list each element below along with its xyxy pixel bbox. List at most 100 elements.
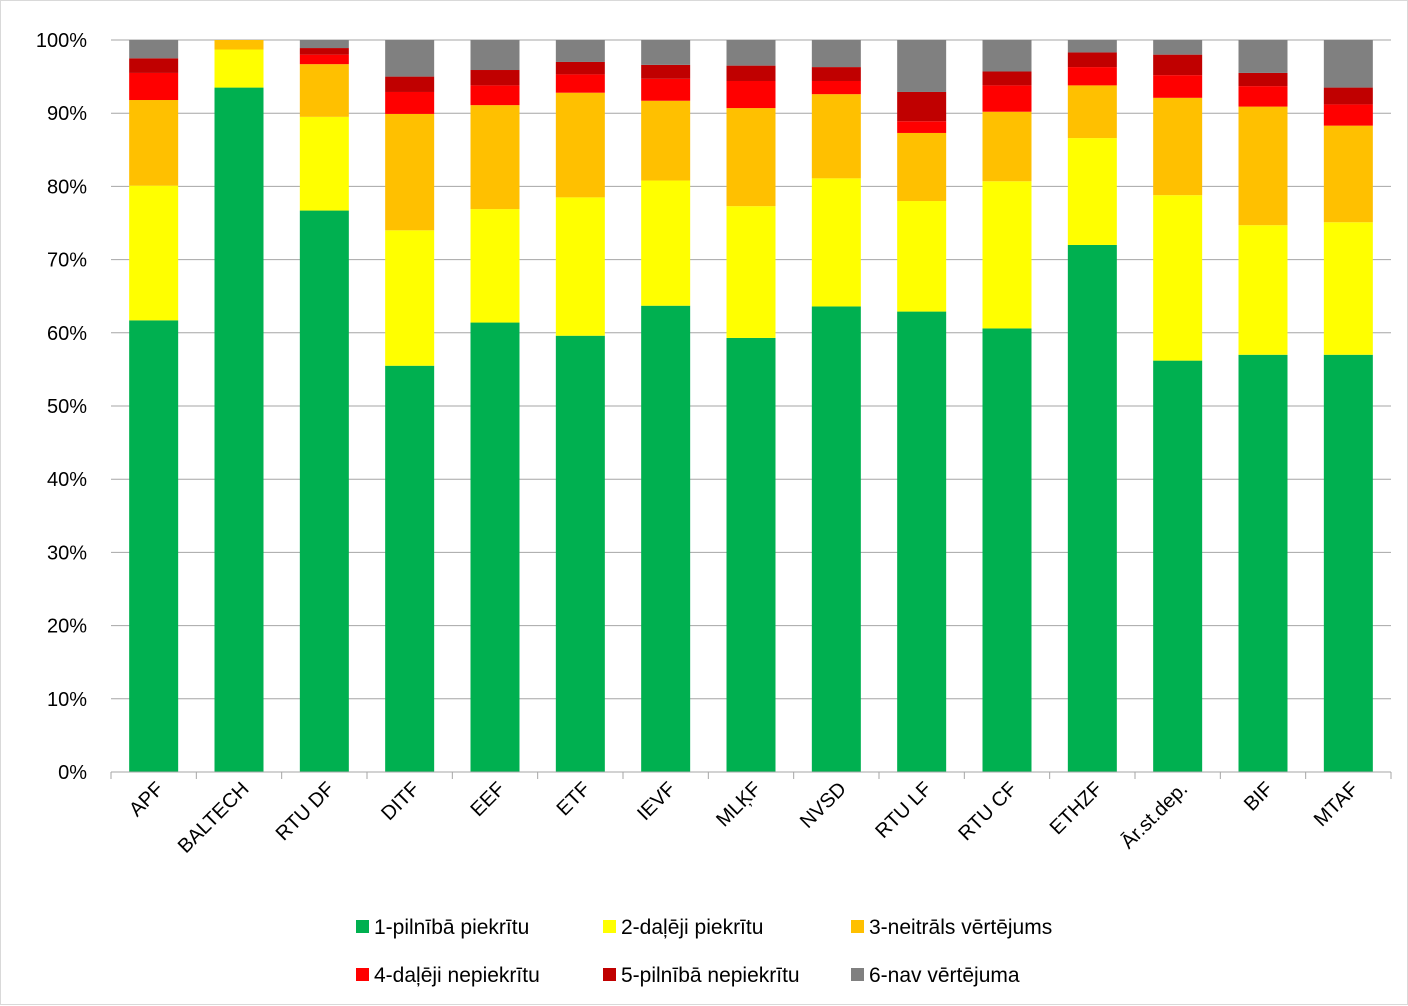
bar-segment <box>470 322 520 772</box>
legend-swatch <box>356 968 369 981</box>
bar-segment <box>1153 97 1203 196</box>
bar-segment <box>129 320 179 772</box>
bar-segment <box>982 71 1032 86</box>
y-tick-label: 70% <box>47 250 87 272</box>
x-tick-label: RTU CF <box>954 778 1021 845</box>
bar-segment <box>641 64 691 79</box>
bar-segment <box>641 100 691 181</box>
bar-segment <box>726 337 776 772</box>
bar-segment <box>299 64 349 117</box>
bar-segment <box>982 111 1032 182</box>
bar-segment <box>641 305 691 772</box>
bar-segment <box>1323 222 1373 355</box>
bar-segment <box>1067 244 1117 772</box>
bar-segment <box>982 181 1032 329</box>
x-tick-label: APF <box>125 778 168 821</box>
y-tick-label: 80% <box>47 176 87 198</box>
bar-segment <box>726 40 776 66</box>
bar-segment <box>129 185 179 321</box>
bar-segment <box>982 85 1032 112</box>
y-tick-label: 40% <box>47 469 87 491</box>
bar-segment <box>555 92 605 198</box>
bar-segment <box>555 74 605 93</box>
y-tick-label: 60% <box>47 323 87 345</box>
x-tick-label: MLĶF <box>712 778 765 831</box>
bar-segment <box>1238 72 1288 87</box>
bar-segment <box>897 121 947 133</box>
bar-segment <box>1238 86 1288 107</box>
bar-segment <box>1067 85 1117 139</box>
bar-segment <box>214 40 264 50</box>
bar-segment <box>470 70 520 86</box>
bar-segment <box>214 87 264 772</box>
bar-segment <box>470 85 520 106</box>
bar-segment <box>1153 360 1203 772</box>
bar-segment <box>470 40 520 71</box>
bar-segment <box>641 78 691 101</box>
y-tick-label: 100% <box>36 30 87 52</box>
bar-segment <box>129 72 179 101</box>
x-tick-label: MTAF <box>1310 778 1363 831</box>
bar-segment <box>555 40 605 62</box>
legend-label: 3-neitrāls vērtējums <box>869 916 1052 939</box>
bar-segment <box>897 132 947 202</box>
legend-swatch <box>851 968 864 981</box>
bar-segment <box>897 311 947 772</box>
bar-segment <box>811 67 861 81</box>
bar-segment <box>555 197 605 336</box>
bar-segment <box>1153 75 1203 98</box>
bar-segment <box>982 40 1032 72</box>
bar-segment <box>1323 354 1373 772</box>
legend-label: 6-nav vērtējuma <box>869 964 1020 987</box>
bar-segment <box>1067 67 1117 86</box>
legend-swatch <box>356 920 369 933</box>
bar-segment <box>129 100 179 186</box>
y-tick-label: 10% <box>47 689 87 711</box>
x-tick-label: ETF <box>553 778 595 820</box>
bar-segment <box>811 80 861 95</box>
x-tick-label: BIF <box>1240 778 1278 816</box>
bar-segment <box>1153 54 1203 76</box>
x-tick-label: EEF <box>466 778 509 821</box>
bar-segment <box>726 108 776 207</box>
bar-segment <box>641 180 691 306</box>
bar-segment <box>129 58 179 73</box>
legend-swatch <box>603 968 616 981</box>
bar-segment <box>1067 138 1117 245</box>
bar-segment <box>1238 225 1288 355</box>
legend-label: 1-pilnībā piekrītu <box>374 916 529 939</box>
bar-segment <box>1067 52 1117 68</box>
bar-segment <box>1238 106 1288 226</box>
bar-segment <box>470 105 520 210</box>
bar-segment <box>811 306 861 772</box>
bar-segment <box>470 209 520 323</box>
bar-segment <box>726 80 776 109</box>
bar-segment <box>897 91 947 122</box>
bar-segment <box>1153 195 1203 361</box>
bar-segment <box>1323 125 1373 223</box>
bar-segment <box>299 54 349 65</box>
bar-segment <box>1153 40 1203 55</box>
bar-segment <box>1238 354 1288 772</box>
y-tick-label: 50% <box>47 396 87 418</box>
bar-segment <box>641 40 691 65</box>
bar-segment <box>555 61 605 75</box>
bars <box>129 40 1373 772</box>
y-tick-label: 30% <box>47 542 87 564</box>
bar-segment <box>129 40 179 59</box>
legend-swatch <box>851 920 864 933</box>
bar-segment <box>811 178 861 307</box>
x-tick-label: DITF <box>377 778 424 825</box>
bar-segment <box>385 113 435 231</box>
x-tick-label: Ār.st.dep. <box>1116 777 1192 853</box>
bar-segment <box>385 91 435 114</box>
y-tick-label: 0% <box>58 762 87 784</box>
legend-label: 5-pilnībā nepiekrītu <box>621 964 800 987</box>
bar-segment <box>811 40 861 68</box>
bar-segment <box>1238 40 1288 73</box>
x-tick-label: RTU LF <box>871 778 936 843</box>
bar-segment <box>726 65 776 81</box>
bar-segment <box>897 201 947 312</box>
